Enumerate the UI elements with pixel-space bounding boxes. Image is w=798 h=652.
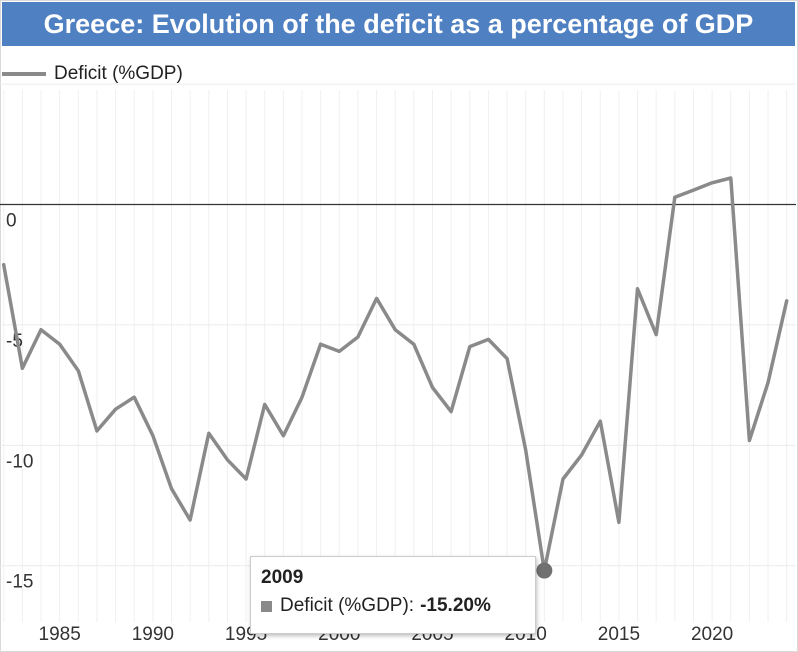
legend[interactable]: Deficit (%GDP) [2, 62, 183, 86]
y-tick-label: -10 [6, 451, 33, 472]
x-tick-label: 2020 [691, 624, 733, 645]
hover-tooltip: 2009 Deficit (%GDP): -15.20% [250, 556, 536, 634]
y-tick-label: 0 [6, 211, 17, 232]
chart-title: Greece: Evolution of the deficit as a pe… [2, 2, 795, 46]
highlight-point [536, 562, 553, 579]
legend-label: Deficit (%GDP) [54, 63, 183, 84]
y-tick-label: -15 [6, 572, 33, 593]
tooltip-value: -15.20% [420, 595, 491, 616]
tooltip-row: Deficit (%GDP): -15.20% [261, 595, 525, 617]
x-tick-label: 1990 [132, 624, 174, 645]
series-line-deficit [1, 176, 789, 573]
legend-line-swatch [2, 72, 46, 76]
tooltip-year: 2009 [261, 567, 304, 588]
tooltip-series-label: Deficit (%GDP): [280, 595, 415, 616]
x-tick-label: 1985 [39, 624, 81, 645]
x-tick-label: 2015 [598, 624, 640, 645]
tooltip-series-swatch [261, 600, 272, 612]
